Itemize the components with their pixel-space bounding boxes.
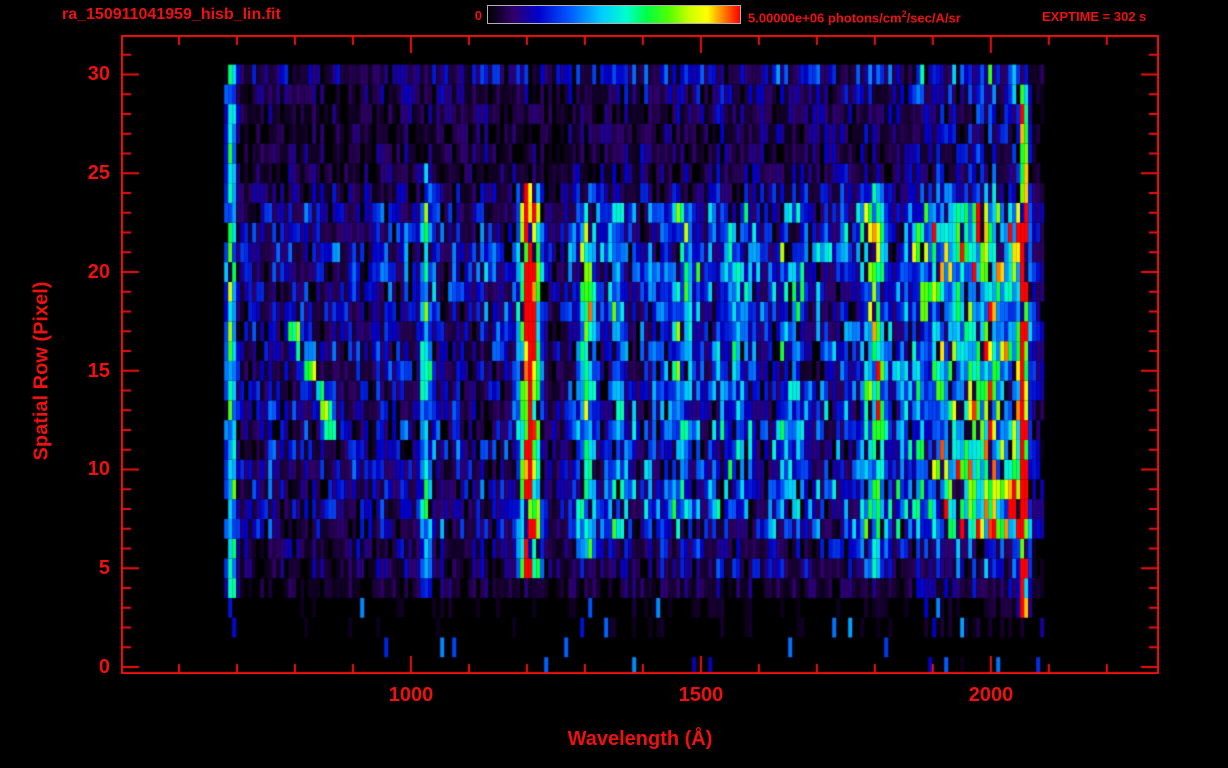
- y-tick-label-0: 0: [98, 656, 110, 678]
- filename-title: ra_150911041959_hisb_lin.fit: [62, 6, 281, 23]
- colorbar-max-label: 5.00000e+06 photons/cm2/sec/A/sr: [748, 9, 961, 25]
- colorbar-min-label: 0: [474, 8, 482, 23]
- x-tick-label-2000: 2000: [968, 684, 1014, 706]
- colorbar-max-value: 5.00000e+06 photons/cm: [748, 10, 902, 26]
- y-tick-label-25: 25: [87, 162, 110, 184]
- colorbar-units-superscript: 2: [901, 9, 907, 19]
- y-axis-title: Spatial Row (Pixel): [30, 281, 53, 461]
- x-axis-title: Wavelength (Å): [567, 728, 713, 750]
- colorbar-units-suffix: /sec/A/sr: [906, 10, 961, 26]
- y-tick-label-15: 15: [87, 360, 110, 382]
- y-tick-label-30: 30: [87, 63, 110, 85]
- y-tick-label-5: 5: [98, 557, 110, 579]
- colorbar: [487, 5, 741, 24]
- x-tick-label-1000: 1000: [388, 684, 434, 706]
- x-tick-label-1500: 1500: [678, 684, 724, 706]
- y-tick-label-10: 10: [87, 458, 110, 480]
- exptime-label: EXPTIME = 302 s: [1042, 9, 1147, 24]
- spectrogram-canvas: [121, 35, 1159, 674]
- y-tick-label-20: 20: [87, 261, 110, 283]
